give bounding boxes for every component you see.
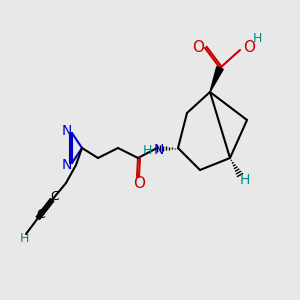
Text: H: H	[253, 32, 262, 44]
Text: N: N	[62, 158, 72, 172]
Text: O: O	[243, 40, 255, 55]
Text: H: H	[142, 143, 152, 157]
Text: O: O	[133, 176, 145, 191]
Text: N: N	[62, 124, 72, 138]
Text: C: C	[37, 208, 45, 220]
Text: N: N	[154, 143, 164, 157]
Text: C: C	[51, 190, 59, 202]
Text: O: O	[192, 40, 204, 56]
Text: H: H	[240, 173, 250, 187]
Text: H: H	[19, 232, 29, 245]
Polygon shape	[210, 67, 223, 92]
